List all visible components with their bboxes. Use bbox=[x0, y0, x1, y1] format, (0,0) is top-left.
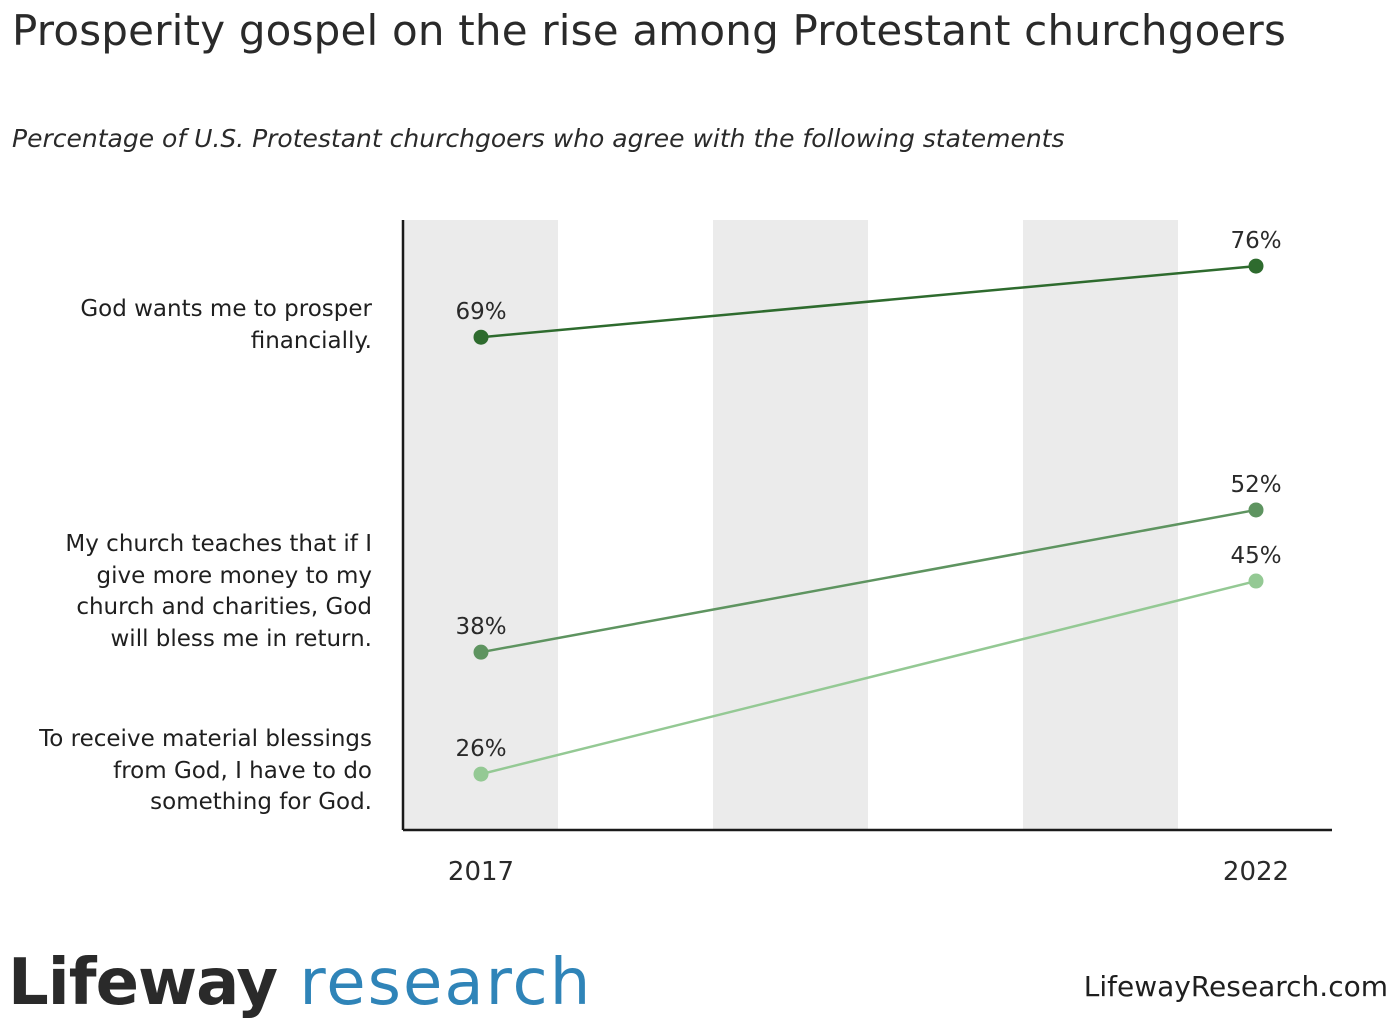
x-tick-label: 2022 bbox=[1223, 857, 1289, 887]
series-layer: 69% 76% 38% 52% 26% 45% bbox=[455, 228, 1282, 782]
data-point bbox=[473, 329, 489, 345]
row-label-line: My church teaches that if I bbox=[65, 531, 372, 557]
row-label-line: God wants me to prosper bbox=[80, 296, 372, 322]
chart-subtitle: Percentage of U.S. Protestant churchgoer… bbox=[12, 124, 1065, 153]
row-label-line: from God, I have to do bbox=[113, 757, 372, 784]
background-band bbox=[1023, 220, 1178, 830]
row-label-line: something for God. bbox=[150, 789, 372, 815]
data-point bbox=[1248, 502, 1264, 518]
row-label-material-blessings: To receive material blessings from God, … bbox=[39, 724, 372, 819]
data-label: 76% bbox=[1230, 228, 1281, 254]
data-point bbox=[1248, 573, 1264, 589]
data-point bbox=[473, 766, 489, 782]
row-label-prosper: God wants me to prosper financially. bbox=[80, 294, 372, 357]
data-label: 45% bbox=[1230, 543, 1281, 569]
chart-title: Prosperity gospel on the rise among Prot… bbox=[12, 6, 1287, 55]
row-label-give-more: My church teaches that if I give more mo… bbox=[65, 529, 372, 655]
series-line bbox=[480, 264, 1257, 339]
data-point bbox=[1248, 258, 1264, 274]
background-band bbox=[403, 220, 558, 830]
chart-axes bbox=[401, 220, 1332, 832]
background-band bbox=[713, 220, 868, 830]
row-label-line: church and charities, God bbox=[76, 594, 372, 620]
row-label-line: financially. bbox=[250, 327, 372, 354]
row-label-line: To receive material blessings bbox=[39, 726, 372, 752]
logo-suffix: research bbox=[277, 946, 593, 1020]
data-label: 26% bbox=[455, 736, 506, 762]
logo-brand: Lifeway bbox=[8, 946, 278, 1020]
x-tick-labels: 2017 2022 bbox=[448, 857, 1289, 887]
data-label: 52% bbox=[1230, 472, 1281, 498]
series-line bbox=[480, 579, 1257, 776]
data-point bbox=[473, 644, 489, 660]
x-tick-label: 2017 bbox=[448, 857, 514, 887]
series-line bbox=[480, 508, 1257, 654]
data-label: 69% bbox=[455, 299, 506, 325]
data-label: 38% bbox=[455, 614, 506, 640]
lifeway-research-logo: Lifeway research bbox=[8, 946, 592, 1020]
row-label-line: give more money to my bbox=[96, 562, 373, 589]
row-label-line: will bless me in return. bbox=[110, 625, 373, 652]
website-link[interactable]: LifewayResearch.com bbox=[1083, 970, 1388, 1003]
background-bands bbox=[403, 220, 1178, 830]
